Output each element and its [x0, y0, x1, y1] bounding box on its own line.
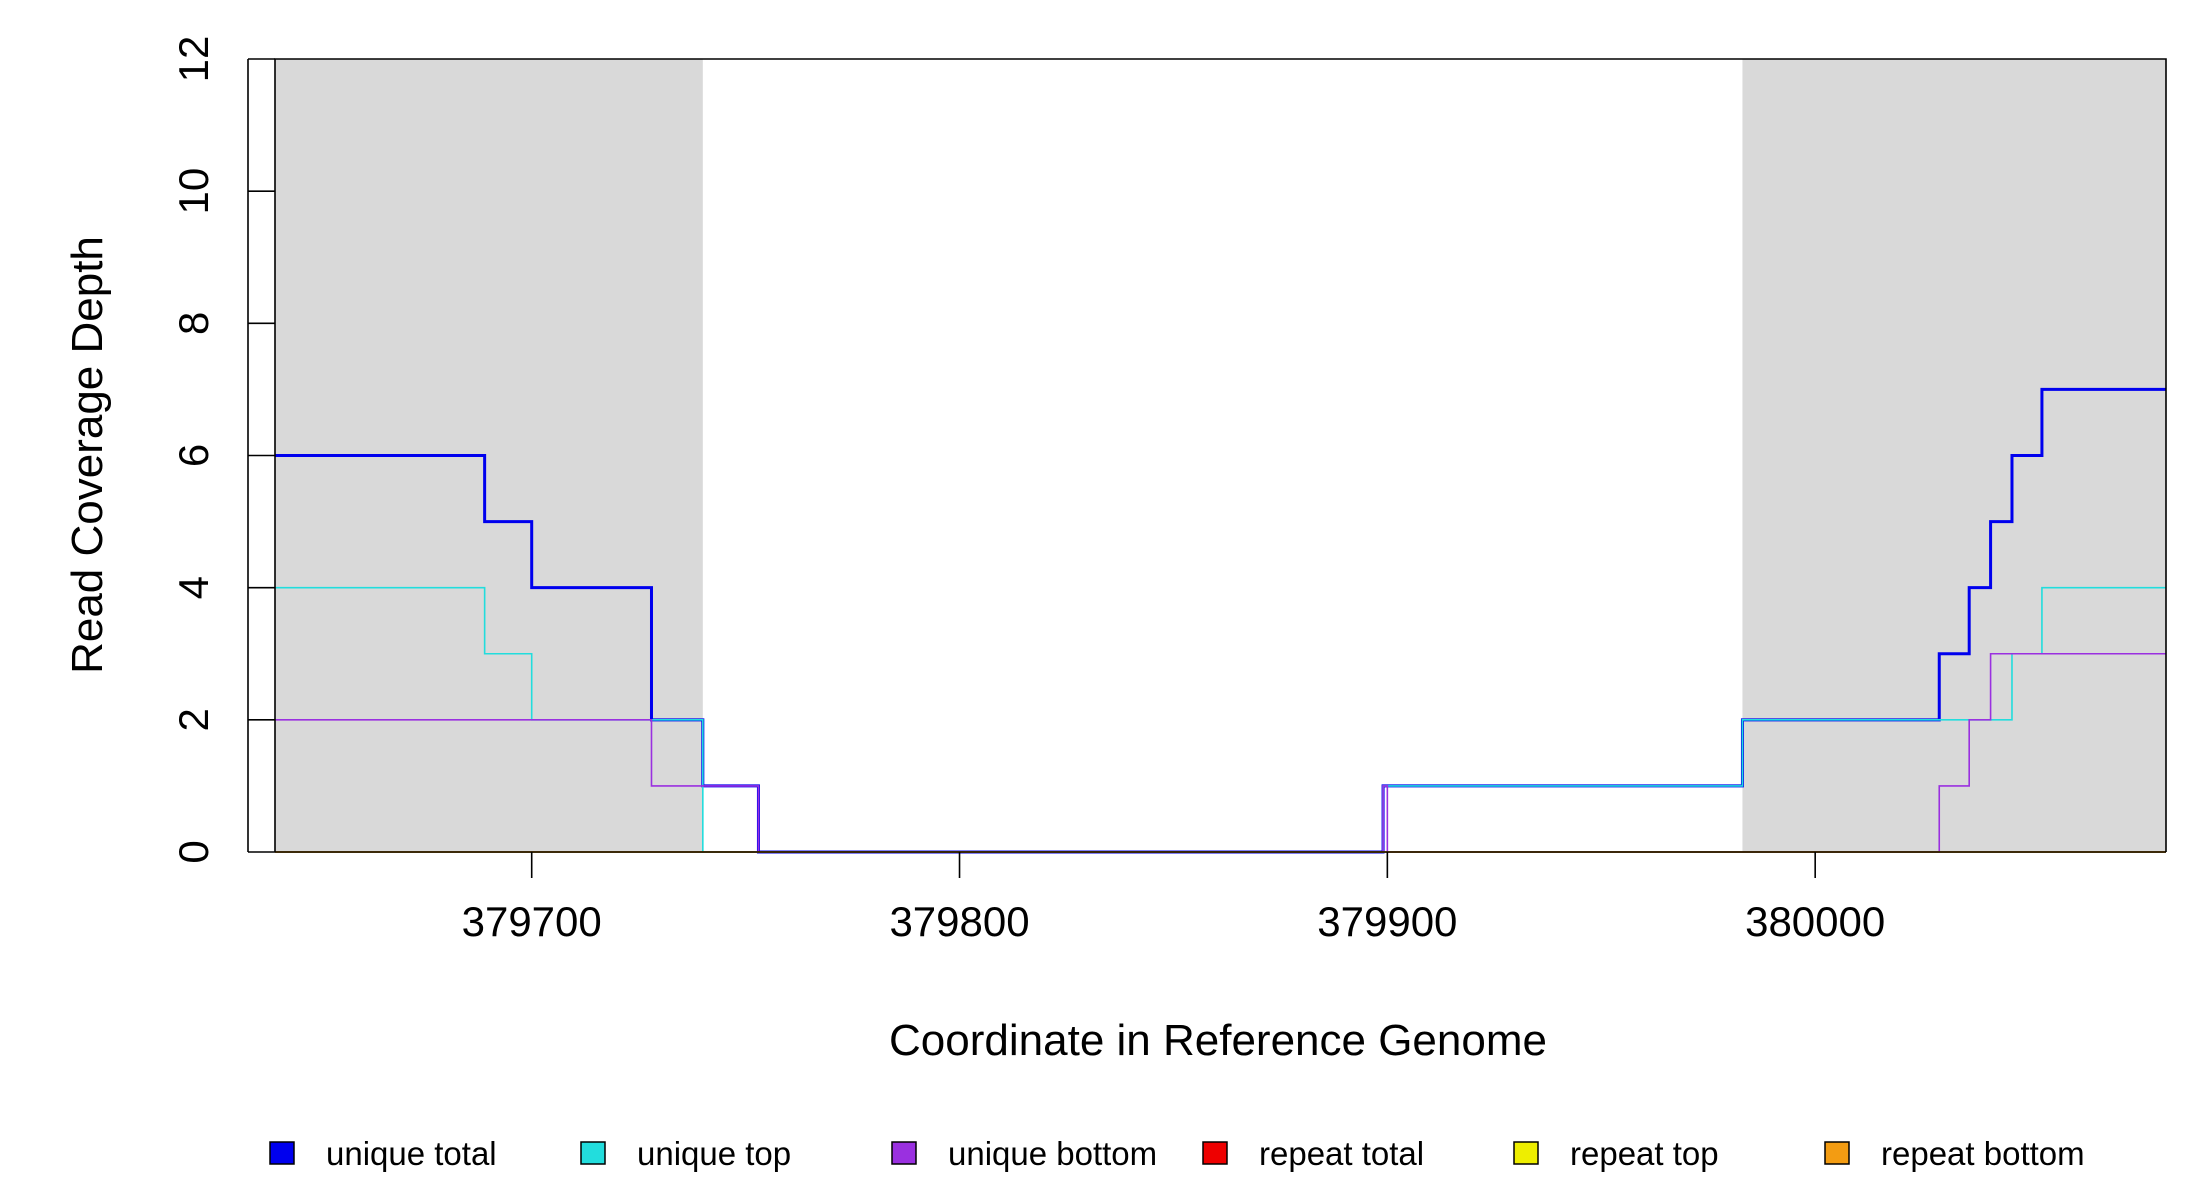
legend-label: unique top	[637, 1135, 791, 1172]
legend-swatch	[580, 1141, 606, 1165]
legend-label: repeat top	[1570, 1135, 1719, 1172]
x-axis: 379700 379800 379900 380000	[275, 851, 2166, 945]
legend-label: unique total	[326, 1135, 497, 1172]
legend-label: unique bottom	[948, 1135, 1157, 1172]
legend-label: repeat total	[1259, 1135, 1424, 1172]
legend-item-repeat-top: repeat top	[1513, 1135, 1719, 1172]
legend-swatch	[1513, 1141, 1539, 1165]
x-axis-title: Coordinate in Reference Genome	[889, 1016, 1547, 1065]
legend-item-unique-bottom: unique bottom	[891, 1135, 1157, 1172]
x-tick-label: 380000	[1745, 898, 1885, 945]
y-tick-label: 10	[170, 168, 217, 215]
legend-swatch	[1202, 1141, 1228, 1165]
legend-swatch	[269, 1141, 295, 1165]
x-tick-label: 379800	[889, 898, 1029, 945]
y-axis: 0 2 4 6 8 10 12	[170, 36, 275, 864]
legend-swatch	[891, 1141, 917, 1165]
y-tick-label: 6	[170, 444, 217, 467]
x-tick-label: 379900	[1317, 898, 1457, 945]
legend: unique total unique top unique bottom repea…	[269, 1135, 2085, 1172]
legend-item-repeat-bottom: repeat bottom	[1824, 1135, 2085, 1172]
y-tick-label: 4	[170, 576, 217, 599]
x-tick-label: 379700	[462, 898, 602, 945]
y-tick-label: 2	[170, 708, 217, 731]
legend-item-unique-total: unique total	[269, 1135, 497, 1172]
y-axis-title: Read Coverage Depth	[63, 236, 112, 674]
shaded-regions	[275, 59, 2166, 852]
y-tick-label: 12	[170, 36, 217, 83]
shaded-region-2	[1742, 59, 2166, 852]
legend-swatch	[1824, 1141, 1850, 1165]
legend-label: repeat bottom	[1881, 1135, 2085, 1172]
y-tick-label: 8	[170, 312, 217, 335]
legend-item-repeat-total: repeat total	[1202, 1135, 1424, 1172]
y-tick-label: 0	[170, 840, 217, 863]
series-line-unique-bottom	[275, 652, 2166, 853]
legend-item-unique-top: unique top	[580, 1135, 791, 1172]
